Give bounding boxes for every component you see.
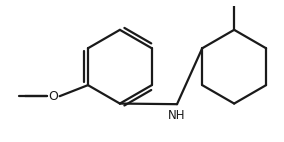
Text: O: O xyxy=(49,90,59,103)
Text: NH: NH xyxy=(168,109,186,122)
